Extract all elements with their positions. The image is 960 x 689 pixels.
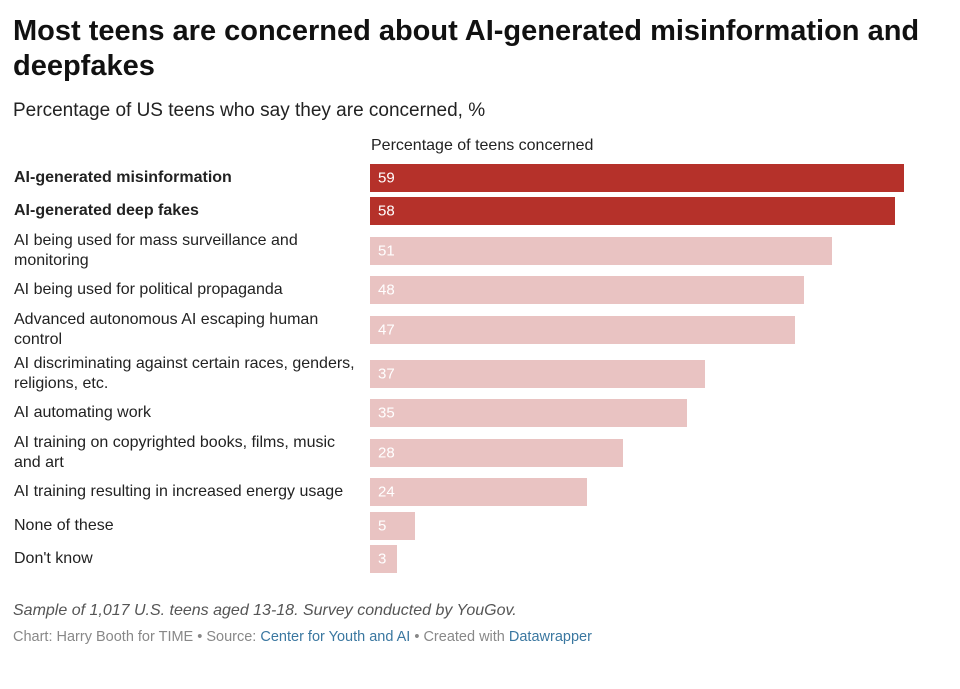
data-label: 59 (378, 169, 395, 187)
bar: 51 (370, 237, 832, 265)
category-label: AI-generated deep fakes (14, 202, 199, 219)
category-label: AI being used for political propaganda (14, 281, 283, 298)
data-label: 58 (378, 202, 395, 220)
chart-title: Most teens are concerned about AI-genera… (13, 15, 920, 82)
source-link[interactable]: Center for Youth and AI (260, 629, 411, 645)
data-label: 5 (378, 517, 387, 535)
datawrapper-link[interactable]: Datawrapper (508, 629, 592, 645)
data-label: 48 (378, 281, 395, 299)
category-label: Advanced autonomous AI escaping human co… (14, 311, 319, 348)
bar: 35 (370, 399, 687, 427)
category-label: Don't know (14, 550, 93, 567)
bar: 58 (370, 197, 895, 225)
bar: 24 (370, 478, 588, 506)
bar: 5 (370, 512, 416, 540)
data-label: 28 (378, 444, 395, 462)
credit-prefix: Chart: Harry Booth for TIME • Source: (13, 629, 261, 645)
data-label: 51 (378, 242, 395, 260)
category-label: None of these (14, 517, 114, 534)
column-header: Percentage of teens concerned (371, 137, 594, 154)
data-label: 37 (378, 365, 395, 383)
data-label: 47 (378, 321, 395, 339)
bar: 59 (370, 164, 904, 192)
bar: 47 (370, 316, 796, 344)
category-label: AI automating work (14, 404, 151, 421)
category-label: AI being used for mass surveillance and … (14, 232, 298, 269)
bar: 48 (370, 276, 805, 304)
credit-mid: • Created with (410, 629, 509, 645)
category-label: AI training resulting in increased energ… (14, 483, 344, 500)
category-label: AI-generated misinformation (14, 169, 232, 186)
bar: 28 (370, 439, 624, 467)
data-label: 24 (378, 483, 395, 501)
bar: 37 (370, 360, 705, 388)
credit-line: Chart: Harry Booth for TIME • Source: Ce… (13, 629, 592, 645)
category-label: AI discriminating against certain races,… (14, 355, 355, 392)
category-label: AI training on copyrighted books, films,… (14, 434, 336, 471)
data-label: 3 (378, 550, 387, 568)
chart-subtitle: Percentage of US teens who say they are … (13, 100, 486, 121)
footnote: Sample of 1,017 U.S. teens aged 13-18. S… (13, 602, 517, 619)
bar: 3 (370, 545, 398, 573)
data-label: 35 (378, 404, 395, 422)
